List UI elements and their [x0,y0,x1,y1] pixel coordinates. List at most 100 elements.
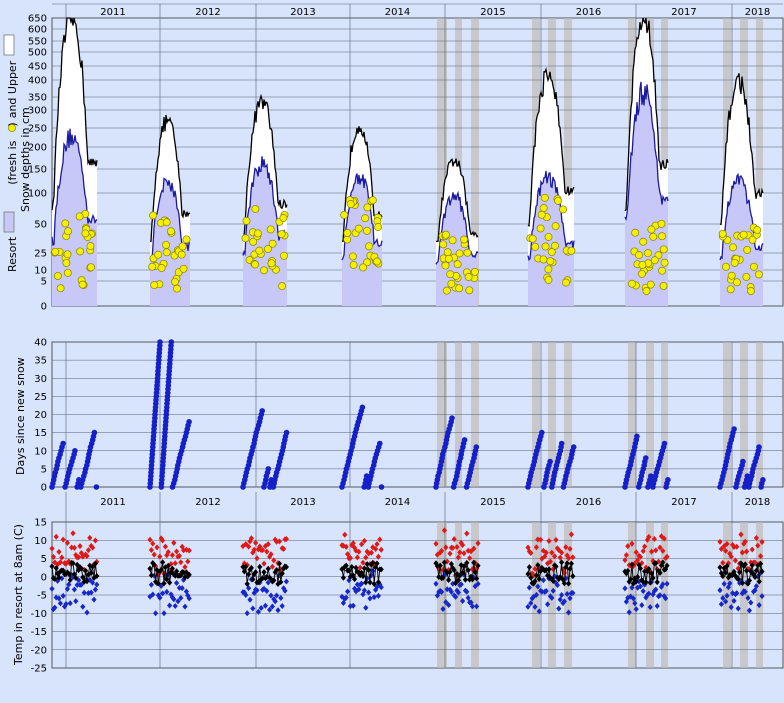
fresh-snow-marker [251,205,260,213]
temp-max-marker [154,544,160,551]
temp-8am-marker [363,579,369,586]
days-marker [558,440,565,447]
temp-min-marker [756,602,762,609]
fresh-snow-marker [528,234,537,243]
days-marker [60,440,66,447]
temp-min-marker [340,599,346,606]
days-y-tick-label: 0 [41,483,47,494]
fresh-snow-marker [739,230,748,239]
temp-max-marker [461,550,467,557]
days-marker [740,458,746,465]
fresh-snow-marker [631,228,640,237]
temp-max-marker [350,540,356,547]
temp-min-marker [543,588,549,595]
temp-max-marker [450,544,456,551]
fresh-snow-marker [730,258,739,267]
temp-8am-marker [755,562,761,569]
temp-min-marker [654,603,660,610]
temp-min-marker [528,600,534,607]
days-season-2011 [49,429,100,490]
fresh-snow-marker [76,247,85,256]
temp-min-marker [640,588,646,595]
fresh-snow-marker [649,232,658,241]
temp-max-marker [664,553,670,560]
snow-y-tick-label: 450 [28,62,47,73]
fresh-snow-marker [363,203,372,212]
temp-year-label: 2011 [100,497,125,508]
temp-min-marker [474,603,480,610]
fresh-snow-marker [167,227,175,236]
temp-min-marker [283,578,289,585]
temp-max-marker [340,542,346,549]
temp-min-marker [92,586,98,593]
temp-8am-marker [664,562,670,569]
temp-8am-marker [276,560,282,567]
snow-grey-band [564,18,572,306]
temp-max-marker [474,565,480,572]
fresh-snow-marker [658,266,667,275]
y-label-fresh: (fresh is [6,140,19,184]
days-marker [186,419,192,425]
temp-max-marker [160,537,166,544]
temp-min-marker [626,609,632,616]
temp-max-marker [732,557,738,564]
temp-max-marker [567,545,573,552]
temp-min-marker [635,584,641,591]
days-y-tick-label: 25 [34,392,47,403]
days-y-tick-label: 5 [41,464,47,475]
fresh-snow-marker [443,248,452,257]
temp-max-marker [637,553,643,560]
temp-8am-marker [639,577,645,584]
temp-min-marker [455,589,461,596]
temp-max-marker [283,535,289,542]
fresh-snow-marker [562,278,570,287]
temp-max-marker [547,558,553,565]
fresh-snow-marker [732,278,741,287]
temp-8am-marker [467,576,473,583]
temp-max-marker [453,572,459,579]
fresh-snow-marker [539,204,548,213]
snow-season-2015 [435,158,479,306]
temp-max-marker [52,559,58,566]
fresh-snow-marker [64,227,72,236]
fresh-snow-marker [162,218,171,227]
fresh-snow-marker [453,260,462,269]
days-season-2014 [339,404,385,490]
temp-min-marker [625,594,631,601]
days-y-tick-label: 30 [34,374,47,385]
temp-8am-marker [533,572,539,579]
temp-max-marker [552,553,558,560]
temp-8am-marker [465,567,471,574]
temp-8am-marker [756,578,762,585]
temp-8am-marker [629,561,635,568]
temp-8am-marker [373,564,379,571]
temp-max-marker [151,551,157,558]
temp-8am-marker [255,579,261,586]
temp-max-marker [262,543,268,550]
upper-snow-line [527,66,575,227]
temp-max-marker [366,550,372,557]
temp-min-marker [450,580,456,587]
temp-max-marker [92,537,98,544]
temp-max-marker [57,559,63,566]
fresh-snow-marker [241,234,250,243]
temp-8am-marker [346,567,352,574]
fresh-snow-marker [639,237,648,246]
temp-8am-marker [647,579,653,586]
temp-y-tick-label: -5 [37,591,47,602]
temp-max-marker [734,543,740,550]
fresh-snow-marker [465,286,474,295]
temp-min-marker [276,572,282,579]
snow-y-tick-label: 250 [28,124,47,135]
temp-8am-marker [368,561,374,568]
temp-8am-marker [359,569,365,576]
temp-min-marker [567,595,573,602]
temp-max-marker [178,559,184,566]
fresh-snow-marker [541,242,550,251]
temp-max-marker [633,549,639,556]
temp-min-marker [728,604,734,611]
fresh-snow-marker [742,272,751,281]
temp-8am-marker [723,569,729,576]
fresh-snow-marker [171,277,179,286]
fresh-snow-marker [343,229,352,237]
